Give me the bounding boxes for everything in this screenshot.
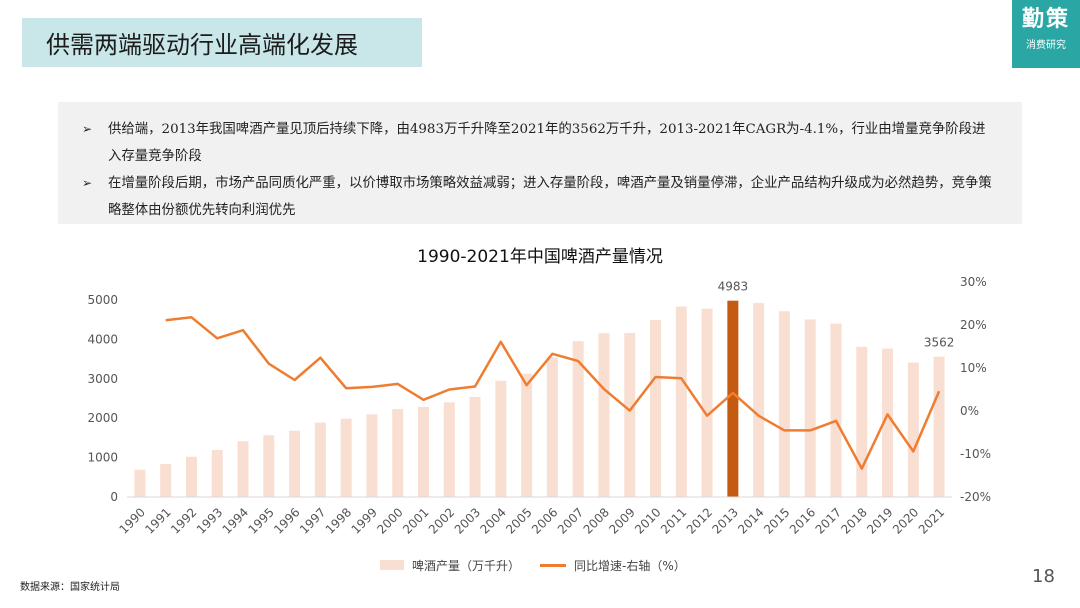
x-tick-label: 1994	[220, 505, 251, 536]
legend-bar-label: 啤酒产量（万千升）	[412, 558, 521, 573]
bar-1999	[366, 414, 378, 497]
y-left-tick-label: 0	[110, 490, 118, 504]
data-label-2013: 4983	[718, 280, 749, 294]
bar-2009	[624, 333, 636, 497]
x-tick-label: 1998	[323, 505, 354, 536]
bar-2012	[701, 308, 713, 497]
x-tick-label: 2011	[658, 505, 689, 536]
bullet-arrow-icon: ➢	[82, 176, 93, 190]
summary-text: 供给端，2013年我国啤酒产量见顶后持续下降，由4983万千升降至2021年的3…	[108, 122, 986, 164]
x-tick-label: 2014	[735, 505, 766, 536]
chart-legend: 啤酒产量（万千升） 同比增速-右轴（%）	[380, 556, 700, 574]
y-left-tick-label: 1000	[87, 451, 118, 465]
bar-1994	[237, 441, 249, 497]
x-tick-label: 2021	[916, 505, 947, 536]
x-tick-label: 1991	[142, 505, 173, 536]
x-tick-label: 2005	[503, 505, 534, 536]
page-title: 供需两端驱动行业高端化发展	[22, 18, 422, 67]
x-tick-label: 2013	[709, 505, 740, 536]
bar-1990	[134, 469, 146, 497]
chart-title: 1990-2021年中国啤酒产量情况	[417, 247, 663, 267]
bullet-arrow-icon: ➢	[82, 122, 93, 136]
x-tick-label: 2010	[632, 505, 663, 536]
bar-1995	[263, 435, 275, 497]
x-tick-label: 2002	[426, 505, 457, 536]
x-tick-label: 2017	[813, 505, 844, 536]
summary-bullet: ➢ 供给端，2013年我国啤酒产量见顶后持续下降，由4983万千升降至2021年…	[82, 116, 998, 170]
x-tick-label: 1992	[168, 505, 199, 536]
y-right-tick-label: -10%	[960, 447, 991, 461]
bar-2005	[521, 373, 533, 497]
brand-logo-sub: 消费研究	[1026, 40, 1066, 51]
bar-2000	[392, 409, 404, 497]
x-tick-label: 2007	[555, 505, 586, 536]
y-left-tick-label: 5000	[87, 293, 118, 307]
bar-1993	[211, 450, 223, 497]
y-left-tick-label: 4000	[87, 332, 118, 346]
bar-2018	[856, 346, 868, 497]
x-tick-label: 1999	[349, 505, 380, 536]
bar-1991	[160, 463, 172, 497]
x-tick-label: 2018	[838, 505, 869, 536]
y-right-tick-label: 30%	[960, 275, 987, 289]
x-tick-label: 2012	[684, 505, 715, 536]
x-tick-label: 2006	[529, 505, 560, 536]
bar-2006	[546, 357, 558, 497]
y-right-tick-label: 0%	[960, 404, 979, 418]
bar-2003	[469, 396, 481, 497]
bar-1996	[289, 430, 301, 497]
bar-2015	[778, 311, 790, 497]
bar-2021	[933, 356, 945, 497]
bar-2001	[417, 406, 429, 497]
y-right-tick-label: 10%	[960, 361, 987, 375]
x-tick-label: 2019	[864, 505, 895, 536]
x-tick-label: 1995	[245, 505, 276, 536]
x-tick-label: 1997	[297, 505, 328, 536]
bar-2011	[675, 306, 687, 497]
bar-2016	[804, 319, 816, 497]
x-tick-label: 2001	[400, 505, 431, 536]
bar-2020	[907, 362, 919, 497]
x-tick-label: 2004	[477, 505, 508, 536]
bar-1998	[340, 418, 352, 497]
y-right-tick-label: -20%	[960, 490, 991, 504]
x-tick-label: 2015	[761, 505, 792, 536]
legend-line-swatch	[540, 563, 567, 567]
brand-logo-main: 勤策	[1021, 7, 1070, 32]
x-tick-label: 1996	[271, 505, 302, 536]
legend-line-label: 同比增速-右轴（%）	[574, 558, 686, 573]
bar-1992	[185, 456, 197, 497]
data-source: 数据来源：国家统计局	[20, 582, 120, 593]
y-left-tick-label: 2000	[87, 411, 118, 425]
x-tick-label: 2003	[452, 505, 483, 536]
brand-logo: 勤策 消费研究	[1012, 0, 1080, 68]
summary-box: ➢ 供给端，2013年我国啤酒产量见顶后持续下降，由4983万千升降至2021年…	[58, 102, 1022, 224]
bar-2008	[598, 333, 610, 497]
x-tick-label: 2008	[581, 505, 612, 536]
x-tick-label: 1990	[117, 505, 148, 536]
bar-2002	[443, 402, 455, 497]
bar-2014	[753, 303, 765, 497]
x-tick-label: 2000	[374, 505, 405, 536]
bar-2010	[650, 320, 662, 497]
y-left-tick-label: 3000	[87, 372, 118, 386]
x-tick-label: 2016	[787, 505, 818, 536]
x-tick-label: 2020	[890, 505, 921, 536]
bar-2019	[882, 348, 894, 497]
x-tick-label: 1993	[194, 505, 225, 536]
page-number: 18	[1032, 566, 1055, 587]
legend-bar-swatch	[380, 560, 404, 570]
x-tick-label: 2009	[606, 505, 637, 536]
y-right-tick-label: 20%	[960, 318, 987, 332]
bar-2007	[572, 341, 584, 497]
bar-1997	[314, 422, 326, 497]
bar-2004	[495, 380, 507, 497]
summary-bullet: ➢ 在增量阶段后期，市场产品同质化严重，以价博取市场策略效益减弱；进入存量阶段，…	[82, 170, 998, 224]
summary-text: 在增量阶段后期，市场产品同质化严重，以价博取市场策略效益减弱；进入存量阶段，啤酒…	[108, 176, 992, 218]
bar-2013	[727, 300, 739, 497]
data-label-2021: 3562	[924, 336, 955, 350]
bar-2017	[830, 323, 842, 497]
